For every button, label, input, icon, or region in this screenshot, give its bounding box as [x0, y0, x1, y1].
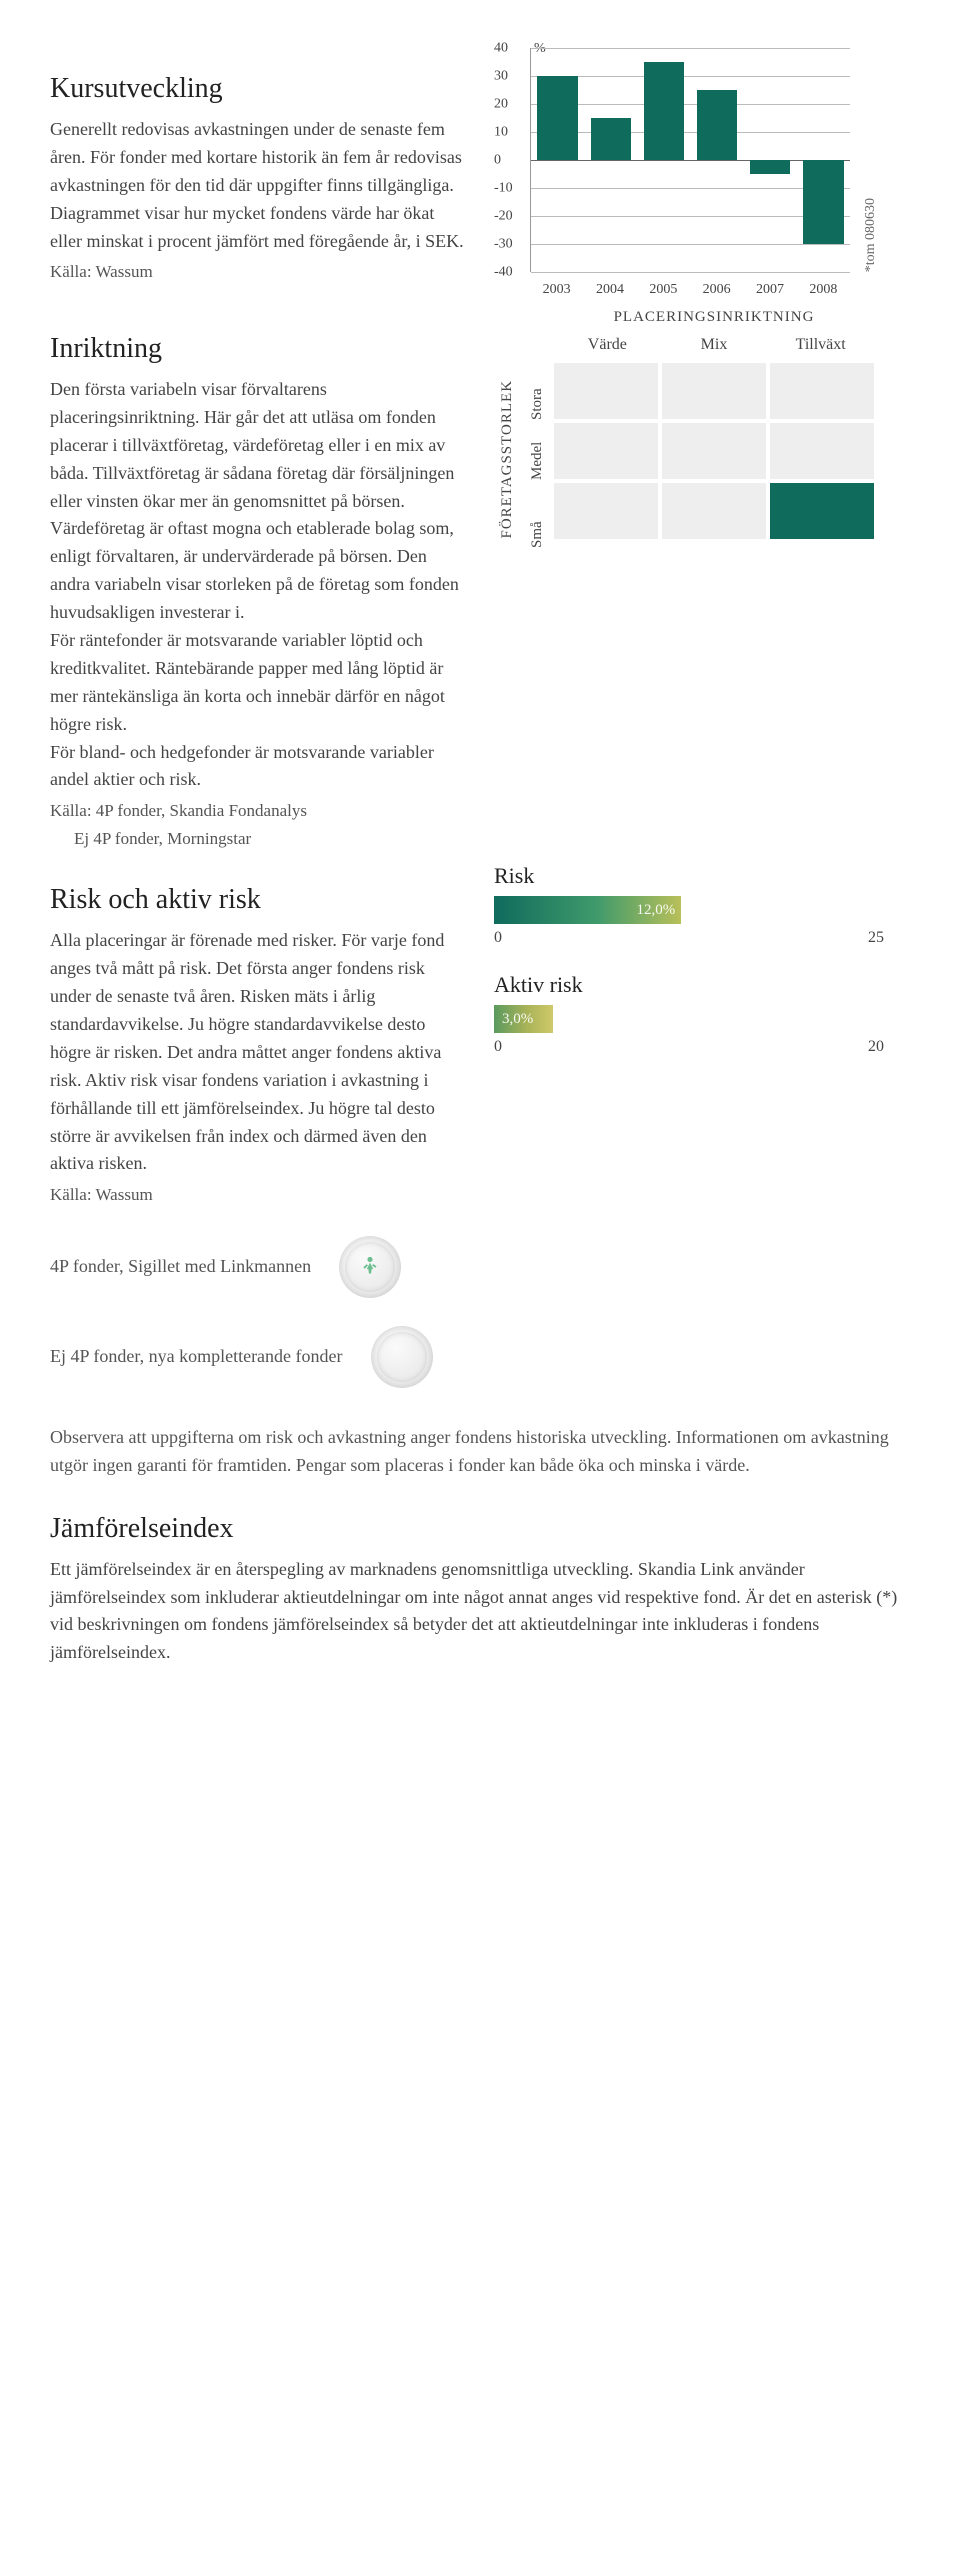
chart-bar — [750, 160, 790, 174]
matrix-col-label: Värde — [554, 333, 661, 363]
matrix-cell — [554, 483, 658, 539]
chart-y-tick: -10 — [494, 178, 513, 199]
seal-label-without: Ej 4P fonder, nya kompletterande fonder — [50, 1343, 343, 1370]
matrix-cell — [770, 363, 874, 419]
chart-x-label: 2005 — [649, 279, 677, 300]
matrix-row-label: Stora — [526, 364, 549, 420]
risk-body: Alla placeringar är förenade med risker.… — [50, 927, 470, 1178]
risk-bar-value: 12,0% — [636, 899, 675, 922]
chart-bar — [591, 118, 631, 160]
matrix-cell — [662, 423, 766, 479]
matrix-cell — [554, 363, 658, 419]
seal-row-with: 4P fonder, Sigillet med Linkmannen — [50, 1236, 910, 1298]
seal-row-without: Ej 4P fonder, nya kompletterande fonder — [50, 1326, 910, 1388]
heading-risk: Risk och aktiv risk — [50, 879, 470, 921]
seal-label-with: 4P fonder, Sigillet med Linkmannen — [50, 1253, 311, 1280]
chart-x-label: 2006 — [703, 279, 731, 300]
seal-icon-without — [371, 1326, 433, 1388]
aktiv-risk-bar-value: 3,0% — [502, 1008, 533, 1031]
inriktning-source2: Ej 4P fonder, Morningstar — [74, 826, 470, 852]
inriktning-source1: Källa: 4P fonder, Skandia Fondanalys — [50, 798, 470, 824]
chart-x-label: 2004 — [596, 279, 624, 300]
heading-jamforelseindex: Jämförelseindex — [50, 1508, 910, 1550]
matrix-cell — [770, 483, 874, 539]
inriktning-body: Den första variabeln visar förvaltarens … — [50, 376, 470, 794]
jmf-body: Ett jämförelseindex är en återspegling a… — [50, 1556, 910, 1668]
chart-side-note: *tom 080630 — [860, 198, 881, 272]
chart-y-tick: -20 — [494, 206, 513, 227]
matrix-col-label: Tillväxt — [767, 333, 874, 363]
chart-bar — [697, 90, 737, 160]
chart-bar — [644, 62, 684, 160]
disclaimer-text: Observera att uppgifterna om risk och av… — [50, 1424, 910, 1480]
kurs-source: Källa: Wassum — [50, 259, 470, 285]
risk-scale-max: 25 — [868, 926, 884, 950]
heading-inriktning: Inriktning — [50, 328, 470, 370]
matrix-cell — [662, 363, 766, 419]
chart-y-tick: -30 — [494, 234, 513, 255]
chart-y-tick: 10 — [494, 122, 508, 143]
aktiv-risk-bar-block: Aktiv risk 3,0% 0 20 — [494, 968, 910, 1059]
chart-bar — [803, 160, 843, 244]
kurs-body: Generellt redovisas avkastningen under d… — [50, 116, 470, 255]
matrix-title: PLACERINGSINRIKTNING — [554, 306, 874, 329]
risk-title: Risk — [494, 859, 910, 892]
bar-chart: % 403020100-10-20-30-4020032004200520062… — [494, 40, 910, 300]
matrix-cell — [554, 423, 658, 479]
walking-person-icon — [357, 1254, 383, 1280]
matrix-row-label: Små — [526, 492, 549, 548]
chart-x-label: 2007 — [756, 279, 784, 300]
aktiv-risk-scale-min: 0 — [494, 1035, 502, 1059]
chart-y-tick: 30 — [494, 66, 508, 87]
aktiv-risk-bar-fill: 3,0% — [494, 1005, 553, 1033]
risk-bar-block: Risk 12,0% 0 25 — [494, 859, 910, 950]
chart-y-tick: 0 — [494, 150, 501, 171]
seal-icon-with — [339, 1236, 401, 1298]
matrix-axis-vertical: FÖRETAGSSTORLEK — [496, 330, 519, 539]
matrix-cell — [662, 483, 766, 539]
chart-bar — [537, 76, 577, 160]
aktiv-risk-scale-max: 20 — [868, 1035, 884, 1059]
matrix-col-label: Mix — [661, 333, 768, 363]
risk-source: Källa: Wassum — [50, 1182, 470, 1208]
heading-kursutveckling: Kursutveckling — [50, 68, 470, 110]
chart-y-tick: 40 — [494, 38, 508, 59]
chart-x-label: 2008 — [809, 279, 837, 300]
matrix-row-label: Medel — [526, 424, 549, 480]
chart-y-tick: -40 — [494, 262, 513, 283]
chart-x-label: 2003 — [543, 279, 571, 300]
chart-y-tick: 20 — [494, 94, 508, 115]
risk-scale-min: 0 — [494, 926, 502, 950]
matrix-cell — [770, 423, 874, 479]
risk-bar-fill: 12,0% — [494, 896, 681, 924]
chart-gridline — [531, 272, 850, 273]
orientation-matrix: FÖRETAGSSTORLEK PLACERINGSINRIKTNING Vär… — [554, 306, 874, 539]
aktiv-risk-title: Aktiv risk — [494, 968, 910, 1001]
